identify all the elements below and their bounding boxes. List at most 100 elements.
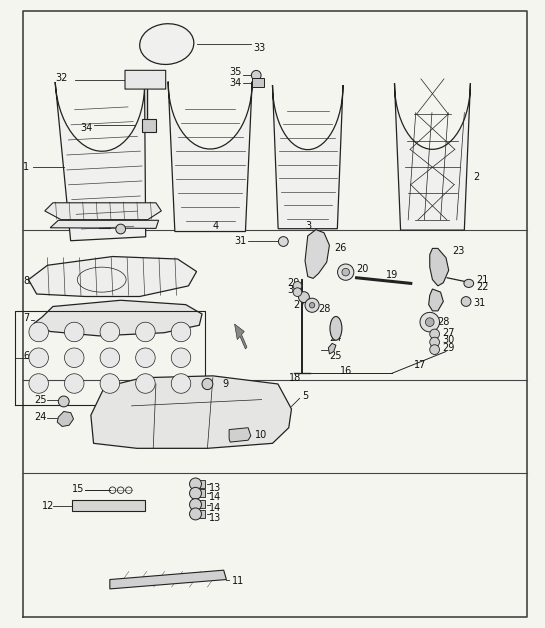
- Circle shape: [64, 348, 84, 367]
- Text: 22: 22: [476, 282, 489, 292]
- Text: 16: 16: [340, 367, 353, 376]
- Circle shape: [430, 337, 439, 347]
- Text: 34: 34: [80, 123, 92, 133]
- Text: 28: 28: [437, 317, 450, 327]
- Circle shape: [420, 312, 439, 332]
- Text: 35: 35: [229, 67, 241, 77]
- Text: 32: 32: [56, 73, 68, 83]
- Polygon shape: [28, 256, 197, 296]
- Circle shape: [136, 374, 155, 393]
- Text: 3: 3: [305, 221, 311, 231]
- Circle shape: [64, 374, 84, 393]
- Text: 30: 30: [442, 335, 455, 345]
- Text: 26: 26: [334, 244, 346, 253]
- Circle shape: [58, 396, 69, 407]
- Text: 20: 20: [356, 264, 369, 274]
- Circle shape: [136, 348, 155, 367]
- Polygon shape: [91, 376, 292, 448]
- Text: 31: 31: [234, 236, 247, 246]
- Circle shape: [251, 70, 261, 80]
- Text: 27: 27: [442, 328, 455, 338]
- Text: 10: 10: [255, 430, 268, 440]
- Circle shape: [136, 322, 155, 342]
- Circle shape: [29, 348, 49, 367]
- Text: 28: 28: [319, 304, 331, 314]
- Circle shape: [337, 264, 354, 280]
- Text: 14: 14: [209, 492, 221, 502]
- Bar: [252, 78, 264, 87]
- Circle shape: [29, 322, 49, 342]
- Text: 8: 8: [23, 276, 29, 286]
- Text: 1: 1: [23, 162, 29, 172]
- Circle shape: [116, 224, 125, 234]
- Bar: [142, 119, 156, 131]
- Circle shape: [100, 322, 119, 342]
- Text: 18: 18: [289, 373, 301, 382]
- Circle shape: [430, 345, 439, 354]
- Text: 4: 4: [213, 221, 219, 231]
- Text: 24: 24: [34, 412, 46, 422]
- Text: 9: 9: [222, 379, 228, 389]
- Text: 23: 23: [452, 246, 465, 256]
- Circle shape: [299, 292, 310, 303]
- Bar: [196, 500, 205, 508]
- Text: 21: 21: [476, 274, 489, 284]
- Circle shape: [171, 348, 191, 367]
- Circle shape: [29, 374, 49, 393]
- Polygon shape: [395, 84, 470, 230]
- Text: 13: 13: [209, 512, 221, 522]
- Polygon shape: [45, 203, 161, 220]
- Text: 14: 14: [209, 503, 221, 513]
- Ellipse shape: [464, 279, 474, 288]
- Bar: [196, 480, 205, 488]
- Text: 6: 6: [23, 351, 29, 361]
- Text: 2: 2: [473, 171, 480, 181]
- Ellipse shape: [140, 24, 194, 65]
- Circle shape: [190, 487, 202, 499]
- Text: 34: 34: [229, 78, 241, 88]
- Circle shape: [426, 318, 434, 327]
- Text: 31: 31: [473, 298, 486, 308]
- FancyBboxPatch shape: [125, 70, 166, 89]
- Text: 11: 11: [232, 577, 244, 587]
- Text: 29: 29: [442, 344, 455, 354]
- Polygon shape: [50, 220, 159, 229]
- Polygon shape: [34, 300, 202, 336]
- Polygon shape: [110, 570, 226, 589]
- FancyBboxPatch shape: [72, 499, 145, 511]
- Text: 5: 5: [302, 391, 308, 401]
- Polygon shape: [57, 411, 74, 426]
- Bar: [196, 509, 205, 517]
- Circle shape: [171, 374, 191, 393]
- Circle shape: [430, 329, 439, 339]
- Text: 25: 25: [329, 352, 341, 362]
- Ellipse shape: [330, 317, 342, 340]
- Bar: [196, 489, 205, 497]
- Polygon shape: [168, 82, 252, 232]
- Text: 15: 15: [72, 484, 84, 494]
- Polygon shape: [328, 344, 336, 354]
- Polygon shape: [229, 428, 251, 442]
- Circle shape: [171, 322, 191, 342]
- Circle shape: [100, 348, 119, 367]
- Circle shape: [310, 303, 315, 308]
- Circle shape: [461, 296, 471, 306]
- Text: 25: 25: [34, 394, 46, 404]
- Text: 19: 19: [386, 269, 398, 279]
- Text: 29: 29: [287, 278, 300, 288]
- Circle shape: [64, 322, 84, 342]
- Circle shape: [278, 237, 288, 246]
- Text: 33: 33: [253, 43, 266, 53]
- Text: 13: 13: [209, 483, 221, 493]
- Polygon shape: [429, 289, 443, 311]
- Circle shape: [293, 288, 302, 296]
- Text: 17: 17: [414, 360, 426, 371]
- Text: 12: 12: [41, 501, 54, 511]
- Circle shape: [342, 268, 349, 276]
- Text: 27: 27: [293, 300, 306, 310]
- Circle shape: [293, 281, 302, 290]
- Text: 7: 7: [23, 313, 29, 323]
- Polygon shape: [55, 77, 146, 241]
- Circle shape: [190, 499, 202, 511]
- Circle shape: [100, 374, 119, 393]
